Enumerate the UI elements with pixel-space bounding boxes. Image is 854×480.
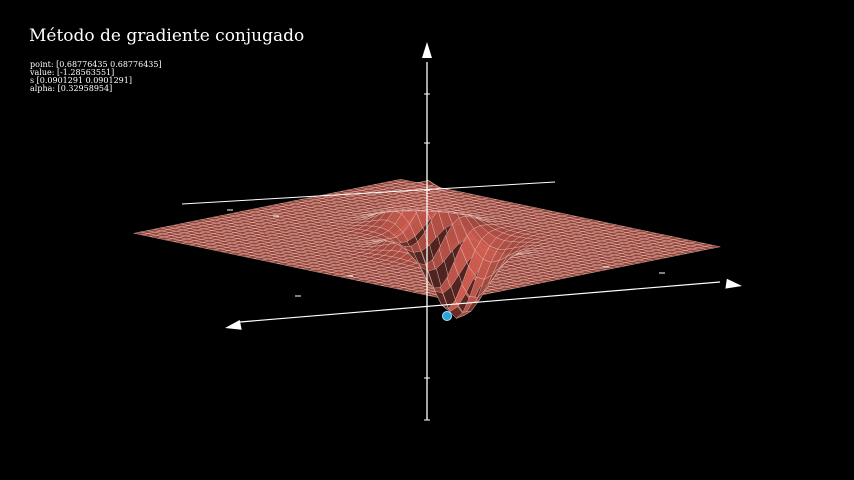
alpha-readout: alpha: [0.32958954] (30, 84, 113, 93)
x-axis-arrow (725, 278, 742, 289)
axes-3d (181, 42, 742, 421)
x-axis-line (239, 281, 721, 323)
page-title: Método de gradiente conjugado (29, 26, 305, 46)
value-readout: value: [-1.28563551] (30, 68, 115, 77)
x-axis-neg-arrow (225, 320, 242, 330)
point-readout: point: [0.68776435 0.68776435] (30, 60, 162, 69)
step-readout: s [0.0901291 0.0901291] (30, 76, 132, 85)
surface-cell (705, 244, 721, 249)
iteration-info: point: [0.68776435 0.68776435] value: [-… (30, 61, 162, 93)
y-axis-line (181, 181, 556, 205)
surface-mesh (133, 178, 721, 319)
z-axis-arrow (422, 42, 432, 58)
current-point-marker (442, 311, 452, 321)
surface-cell (456, 310, 472, 319)
